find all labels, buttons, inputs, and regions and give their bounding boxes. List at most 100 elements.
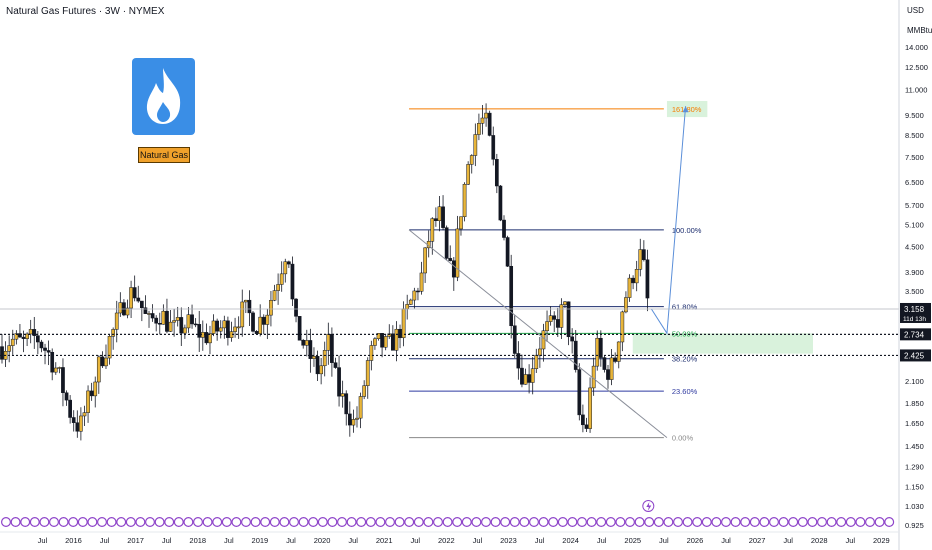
event-marker-icon[interactable] bbox=[356, 516, 367, 527]
candle-body[interactable] bbox=[111, 329, 116, 337]
event-marker-icon[interactable] bbox=[202, 516, 213, 527]
candle-body[interactable] bbox=[240, 301, 245, 328]
candle-body[interactable] bbox=[315, 356, 320, 375]
candle-body[interactable] bbox=[79, 415, 83, 432]
candle-body[interactable] bbox=[448, 258, 453, 261]
candle-body[interactable] bbox=[609, 357, 614, 380]
candle-body[interactable] bbox=[215, 320, 219, 332]
candle-body[interactable] bbox=[301, 339, 306, 346]
event-marker-icon[interactable] bbox=[106, 516, 117, 527]
event-marker-icon[interactable] bbox=[778, 516, 789, 527]
event-marker-icon[interactable] bbox=[845, 516, 856, 527]
candle-body[interactable] bbox=[297, 316, 302, 341]
candle-body[interactable] bbox=[591, 365, 596, 389]
candle-body[interactable] bbox=[595, 337, 600, 367]
candle-body[interactable] bbox=[534, 354, 539, 369]
candle-body[interactable] bbox=[21, 336, 26, 339]
event-marker-icon[interactable] bbox=[855, 516, 866, 527]
candle-body[interactable] bbox=[498, 185, 503, 221]
candle-body[interactable] bbox=[233, 326, 237, 332]
candle-body[interactable] bbox=[218, 327, 223, 332]
event-marker-icon[interactable] bbox=[759, 516, 770, 527]
candle-body[interactable] bbox=[491, 135, 496, 160]
candle-body[interactable] bbox=[89, 390, 94, 397]
candle-body[interactable] bbox=[337, 367, 341, 397]
event-marker-icon[interactable] bbox=[807, 516, 818, 527]
candle-body[interactable] bbox=[405, 304, 410, 310]
event-marker-icon[interactable] bbox=[385, 516, 396, 527]
event-marker-icon[interactable] bbox=[154, 516, 165, 527]
event-marker-icon[interactable] bbox=[68, 516, 79, 527]
event-marker-icon[interactable] bbox=[615, 516, 626, 527]
candle-body[interactable] bbox=[118, 302, 123, 314]
candle-body[interactable] bbox=[10, 338, 15, 346]
candle-body[interactable] bbox=[208, 333, 212, 344]
event-marker-icon[interactable] bbox=[730, 516, 741, 527]
currency-label[interactable]: USD bbox=[907, 6, 924, 15]
candle-body[interactable] bbox=[437, 206, 442, 221]
event-marker-icon[interactable] bbox=[634, 516, 645, 527]
candle-body[interactable] bbox=[39, 341, 44, 349]
event-marker-icon[interactable] bbox=[596, 516, 607, 527]
candle-body[interactable] bbox=[480, 117, 485, 124]
candle-body[interactable] bbox=[538, 348, 542, 356]
candle-body[interactable] bbox=[32, 329, 37, 336]
candle-body[interactable] bbox=[520, 367, 524, 385]
candle-body[interactable] bbox=[391, 333, 395, 351]
candle-body[interactable] bbox=[376, 333, 381, 339]
candle-body[interactable] bbox=[204, 332, 209, 344]
event-marker-icon[interactable] bbox=[346, 516, 357, 527]
event-marker-icon[interactable] bbox=[116, 516, 127, 527]
candle-body[interactable] bbox=[362, 385, 367, 397]
event-marker-icon[interactable] bbox=[96, 516, 107, 527]
event-marker-icon[interactable] bbox=[567, 516, 578, 527]
event-marker-icon[interactable] bbox=[77, 516, 88, 527]
candle-body[interactable] bbox=[312, 356, 316, 359]
candle-body[interactable] bbox=[57, 367, 62, 369]
candle-body[interactable] bbox=[279, 273, 284, 285]
candle-body[interactable] bbox=[570, 336, 574, 342]
candle-body[interactable] bbox=[408, 299, 413, 305]
candle-body[interactable] bbox=[333, 362, 338, 368]
candle-body[interactable] bbox=[638, 249, 643, 270]
candle-body[interactable] bbox=[563, 301, 567, 305]
candle-body[interactable] bbox=[545, 321, 549, 332]
candle-body[interactable] bbox=[25, 333, 29, 339]
candle-body[interactable] bbox=[566, 301, 571, 338]
candle-body[interactable] bbox=[347, 413, 352, 426]
event-marker-icon[interactable] bbox=[308, 516, 319, 527]
candle-body[interactable] bbox=[383, 336, 388, 348]
candle-body[interactable] bbox=[150, 313, 155, 319]
candle-body[interactable] bbox=[165, 310, 169, 332]
event-marker-icon[interactable] bbox=[173, 516, 184, 527]
event-marker-icon[interactable] bbox=[317, 516, 328, 527]
candle-body[interactable] bbox=[412, 290, 417, 301]
candle-body[interactable] bbox=[226, 320, 230, 338]
event-marker-icon[interactable] bbox=[471, 516, 482, 527]
candle-body[interactable] bbox=[473, 134, 478, 156]
event-marker-icon[interactable] bbox=[87, 516, 98, 527]
candle-body[interactable] bbox=[541, 330, 546, 350]
candle-body[interactable] bbox=[398, 328, 402, 339]
candle-body[interactable] bbox=[423, 247, 427, 274]
event-marker-icon[interactable] bbox=[788, 516, 799, 527]
event-marker-icon[interactable] bbox=[864, 516, 875, 527]
candle-body[interactable] bbox=[107, 336, 112, 359]
event-marker-icon[interactable] bbox=[48, 516, 59, 527]
candle-body[interactable] bbox=[157, 322, 162, 325]
candle-body[interactable] bbox=[584, 424, 589, 429]
candle-body[interactable] bbox=[190, 314, 194, 325]
event-marker-icon[interactable] bbox=[538, 516, 549, 527]
candle-body[interactable] bbox=[620, 311, 625, 343]
event-marker-icon[interactable] bbox=[452, 516, 463, 527]
candle-body[interactable] bbox=[487, 112, 492, 136]
candle-body[interactable] bbox=[161, 310, 166, 325]
candle-body[interactable] bbox=[147, 313, 151, 315]
candle-body[interactable] bbox=[455, 228, 460, 278]
candle-body[interactable] bbox=[254, 331, 259, 334]
candle-body[interactable] bbox=[308, 340, 313, 359]
candle-body[interactable] bbox=[441, 206, 445, 228]
event-marker-icon[interactable] bbox=[58, 516, 69, 527]
event-marker-icon[interactable] bbox=[375, 516, 386, 527]
event-marker-icon[interactable] bbox=[644, 516, 655, 527]
